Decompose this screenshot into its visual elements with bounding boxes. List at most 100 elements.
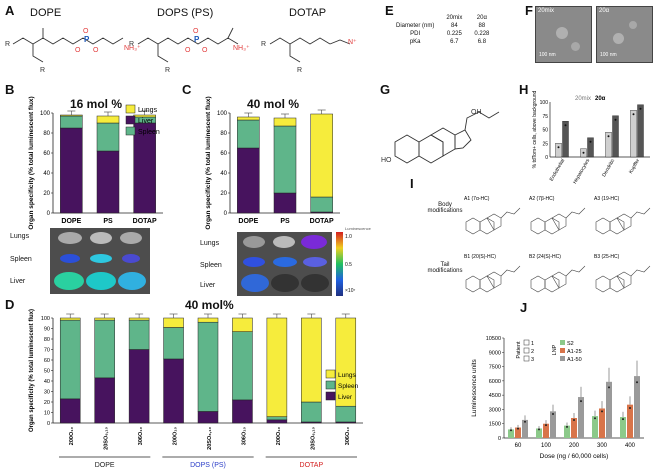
legend-label: S2 (567, 341, 574, 347)
data-point (510, 429, 512, 432)
hydroxycholesterol-structure: OH HO (381, 109, 500, 164)
x-tick-label: DOTAP (133, 218, 157, 225)
bar-segment-lungs (94, 317, 115, 321)
ring (551, 213, 567, 231)
x-tick-label: PS (103, 218, 113, 225)
data-point (622, 418, 624, 421)
liver-tissue (271, 274, 299, 292)
organ-row-label-lungs: Lungs (200, 240, 220, 247)
ho-label: HO (381, 157, 392, 164)
organ-row-label-liver: Liver (200, 282, 216, 289)
bar-segment-lungs (133, 114, 156, 118)
chart-d: 0 10 20 30 40 50 60 70 80 90 100 Organ specificity … (29, 309, 363, 469)
lung-tissue (120, 232, 142, 244)
table-header-row: 20mix 20α (390, 14, 495, 22)
compound-label: B1 (20(S)-HC) (464, 254, 496, 260)
organ-row-label-spleen: Spleen (200, 262, 222, 269)
y-tick-label: 20 (44, 400, 50, 406)
side-chain (565, 265, 586, 277)
legend-label: Spleen (138, 129, 160, 136)
bar-segment-lungs (96, 115, 120, 124)
chart-j: 0 1500 3000 4500 6000 7500 9000 10500 Luminescen… (471, 336, 644, 460)
bar-s2 (620, 417, 626, 438)
colorbar-title: Luminescence (345, 226, 371, 231)
organ-row-label-lungs: Lungs (10, 233, 30, 240)
legend-label: 2 (531, 349, 534, 355)
ring (465, 217, 481, 235)
bar-segment-spleen (96, 122, 120, 152)
x-tick-label: 306O₁₀ (345, 426, 351, 445)
bar-segment-liver (128, 349, 150, 424)
legend-label: 20α (595, 96, 606, 102)
formulation-properties-table: 20mix 20α Diameter (nm) 84 88 PDI 0.225 0.228… (390, 14, 495, 46)
oxysterol-skeleton (465, 265, 521, 293)
x-tick-label: 200O₁₀ (276, 426, 282, 445)
table-row: Diameter (nm) 84 88 (390, 22, 495, 30)
y-axis-label: Organ specificity (% total luminescent f… (29, 309, 35, 432)
data-point (607, 135, 610, 138)
x-tick-label: DOTAP (310, 218, 334, 225)
ring (486, 271, 502, 289)
data-point (589, 140, 592, 143)
bar-segment-lungs (163, 317, 184, 328)
y-tick-label: 1500 (489, 422, 501, 428)
table-cell: 0.225 (446, 31, 462, 37)
x-tick-label: 300 (597, 443, 608, 449)
y-tick-label: 100 (41, 316, 50, 322)
svg-text:R: R (297, 67, 302, 74)
bar-segment-liver (59, 398, 81, 424)
lung-tissue (243, 236, 265, 248)
table-header: 20mix (446, 15, 463, 21)
bar-a1-50 (550, 411, 556, 438)
x-tick-label: 306O₁₀ (241, 426, 247, 445)
x-axis-label: Dose (ng / 60,000 cells) (540, 453, 609, 460)
y-tick-label: 40 (43, 171, 50, 177)
tem-image-20a: 20α 100 nm (596, 6, 653, 63)
bar-segment-spleen (163, 327, 184, 360)
y-tick-label: 60 (220, 151, 227, 157)
y-tick-label: 50 (44, 369, 50, 375)
ring (595, 275, 611, 293)
oh-label: OH (471, 109, 482, 116)
spleen-signal (90, 254, 112, 263)
liver-signal (54, 272, 84, 290)
y-axis-label: Organ specificity (% total luminescent f… (28, 96, 35, 229)
y-tick-label: 60 (43, 151, 50, 157)
tem-label-20mix: 20mix (538, 8, 555, 14)
bar-segment-liver (237, 147, 260, 214)
nanoparticle (629, 21, 637, 29)
y-tick-label: 75 (542, 114, 548, 120)
svg-text:R: R (261, 41, 266, 48)
svg-text:N⁺: N⁺ (348, 39, 357, 46)
colorbar-tick: 1.0 (345, 234, 352, 240)
svg-text:O: O (93, 47, 99, 54)
data-point (614, 118, 617, 121)
legend-swatch-patient (523, 355, 530, 362)
panel-label-a: A (5, 3, 15, 18)
lung-tissue (58, 232, 82, 244)
bar-segment-lungs (301, 317, 322, 403)
y-tick-label: 100 (40, 111, 51, 117)
bar-segment-lungs (60, 114, 83, 117)
bar-s2 (564, 425, 570, 438)
bar-segment-spleen (128, 319, 150, 350)
panel-label-b: B (5, 82, 15, 97)
liver-tissue (301, 274, 329, 292)
tem-scale-label: 100 nm (539, 52, 556, 58)
oxysterol-skeleton (465, 207, 521, 235)
chart-c: 0 20 40 60 80 100 Organ specificity (% total l… (205, 96, 340, 230)
bar-20α (612, 115, 619, 158)
spleen-signal (60, 254, 80, 263)
y-tick-label: 0 (498, 436, 501, 442)
x-tick-label: 100 (541, 443, 552, 449)
liver-signal (86, 272, 116, 290)
y-tick-label: 60 (44, 358, 50, 364)
y-tick-label: 3000 (489, 407, 501, 413)
ring (530, 275, 546, 293)
data-point (580, 400, 582, 403)
bar-a1-50 (522, 419, 528, 438)
legend-title-patient: Patient (516, 341, 522, 359)
ring (551, 271, 567, 289)
bar-segment-lungs (232, 317, 253, 332)
x-tick-label: DOPE (61, 218, 81, 225)
